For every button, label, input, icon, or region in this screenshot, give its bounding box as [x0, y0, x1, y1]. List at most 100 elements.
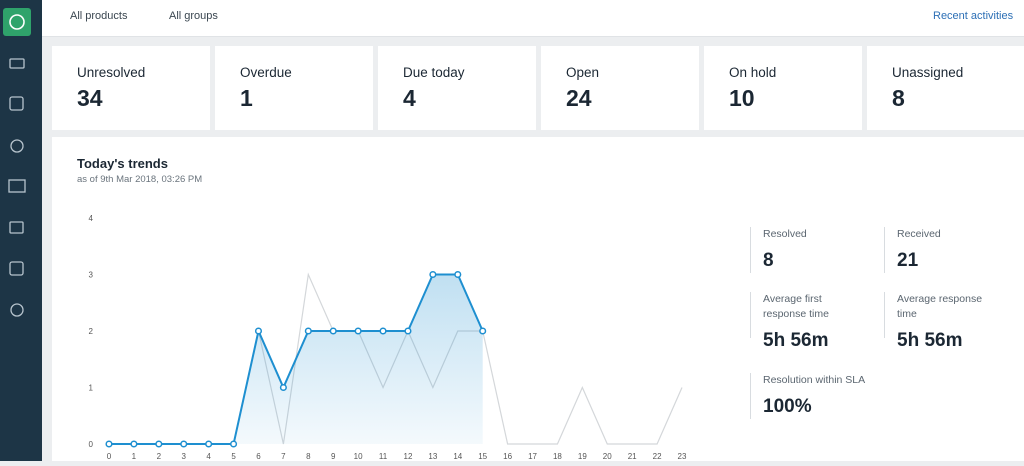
top-bar: All products All groups Recent activitie…: [42, 0, 1024, 37]
card-value: 24: [566, 85, 592, 111]
x-tick-label: 1: [132, 452, 137, 461]
point: [479, 327, 487, 335]
point: [404, 327, 412, 335]
stat-label: Resolved: [763, 228, 807, 240]
point: [130, 440, 138, 448]
y-tick-label: 0: [89, 440, 94, 449]
card-value: 1: [240, 85, 253, 111]
point: [354, 327, 362, 335]
card-label: On hold: [729, 65, 777, 80]
group-filter[interactable]: All groups: [169, 10, 218, 22]
stat-value: 100%: [763, 396, 812, 417]
stat-label: Average response time: [897, 293, 983, 320]
card-value: 34: [77, 85, 103, 111]
x-tick-label: 19: [578, 452, 587, 461]
card-label: Open: [566, 65, 600, 80]
social-icon[interactable]: [10, 139, 24, 153]
x-tick-label: 6: [256, 452, 261, 461]
x-tick-label: 3: [182, 452, 187, 461]
point: [230, 440, 238, 448]
stat-card[interactable]: Open 24: [541, 46, 699, 130]
point: [105, 440, 113, 448]
x-tick-label: 0: [107, 452, 112, 461]
contacts-icon[interactable]: [9, 96, 24, 111]
stat-value: 21: [897, 250, 919, 271]
sidebar-icons: [3, 8, 31, 317]
card-label: Due today: [403, 65, 465, 80]
x-tick-label: 8: [306, 452, 311, 461]
stat-card[interactable]: Unassigned 8: [867, 46, 1024, 130]
stat: Resolution within SLA 100%: [750, 373, 873, 419]
y-tick-label: 3: [89, 271, 94, 280]
card-value: 4: [403, 85, 416, 111]
point: [205, 440, 213, 448]
stat: Average response time 5h 56m: [884, 292, 992, 351]
stat-value: 8: [763, 250, 774, 271]
area: [109, 274, 483, 444]
x-tick-label: 13: [428, 452, 437, 461]
logo-icon: [9, 14, 25, 30]
x-tick-label: 9: [331, 452, 336, 461]
stat: Average first response time 5h 56m: [750, 292, 858, 351]
stat-card[interactable]: On hold 10: [704, 46, 862, 130]
point: [180, 440, 188, 448]
card-label: Unassigned: [892, 65, 964, 80]
stat-card[interactable]: Overdue 1: [215, 46, 373, 130]
x-tick-label: 22: [653, 452, 662, 461]
stat-value: 5h 56m: [897, 330, 963, 351]
card-value: 10: [729, 85, 755, 111]
trends-panel: Today's trends as of 9th Mar 2018, 03:26…: [52, 137, 1024, 461]
chart-subtitle: as of 9th Mar 2018, 03:26 PM: [77, 174, 203, 185]
card-label: Overdue: [240, 65, 292, 80]
x-tick-label: 4: [206, 452, 211, 461]
x-tick-label: 7: [281, 452, 286, 461]
forums-icon[interactable]: [9, 221, 24, 234]
stat: Resolved 8: [750, 227, 858, 273]
stat-card[interactable]: Unresolved 34: [52, 46, 210, 130]
x-tick-label: 5: [231, 452, 236, 461]
x-tick-label: 12: [404, 452, 413, 461]
card-value: 8: [892, 85, 905, 111]
point: [155, 440, 163, 448]
x-tick-label: 18: [553, 452, 562, 461]
reports-icon[interactable]: [9, 261, 24, 276]
y-tick-label: 4: [89, 214, 94, 223]
point: [254, 327, 263, 335]
stat: Received 21: [884, 227, 992, 273]
y-tick-label: 1: [89, 384, 94, 393]
solutions-icon[interactable]: [8, 179, 26, 193]
card-label: Unresolved: [77, 65, 146, 80]
x-tick-label: 2: [157, 452, 162, 461]
x-tick-label: 23: [678, 452, 687, 461]
stat-value: 5h 56m: [763, 330, 829, 351]
sidebar: [0, 0, 42, 461]
product-filter[interactable]: All products: [70, 10, 128, 22]
point: [429, 270, 437, 279]
x-tick-label: 14: [453, 452, 462, 461]
point: [329, 327, 337, 335]
x-tick-label: 16: [503, 452, 512, 461]
y-tick-label: 2: [89, 327, 94, 336]
point: [279, 383, 287, 392]
settings-icon[interactable]: [10, 303, 24, 317]
logo[interactable]: [3, 8, 31, 36]
recent-activities-link[interactable]: Recent activities: [933, 10, 1014, 22]
stat-card[interactable]: Due today 4: [378, 46, 536, 130]
point: [304, 327, 312, 335]
x-tick-label: 21: [628, 452, 637, 461]
x-tick-label: 10: [354, 452, 363, 461]
stat-label: Resolution within SLA: [763, 374, 866, 386]
x-tick-label: 11: [379, 452, 388, 461]
point: [379, 327, 387, 335]
tickets-icon[interactable]: [9, 58, 25, 69]
x-tick-label: 15: [478, 452, 487, 461]
chart-title: Today's trends: [77, 156, 168, 171]
x-tick-label: 20: [603, 452, 612, 461]
point: [454, 270, 462, 279]
x-tick-label: 17: [528, 452, 537, 461]
stat-label: Received: [897, 228, 941, 240]
stat-label: Average first response time: [763, 293, 829, 320]
line: [109, 273, 484, 445]
